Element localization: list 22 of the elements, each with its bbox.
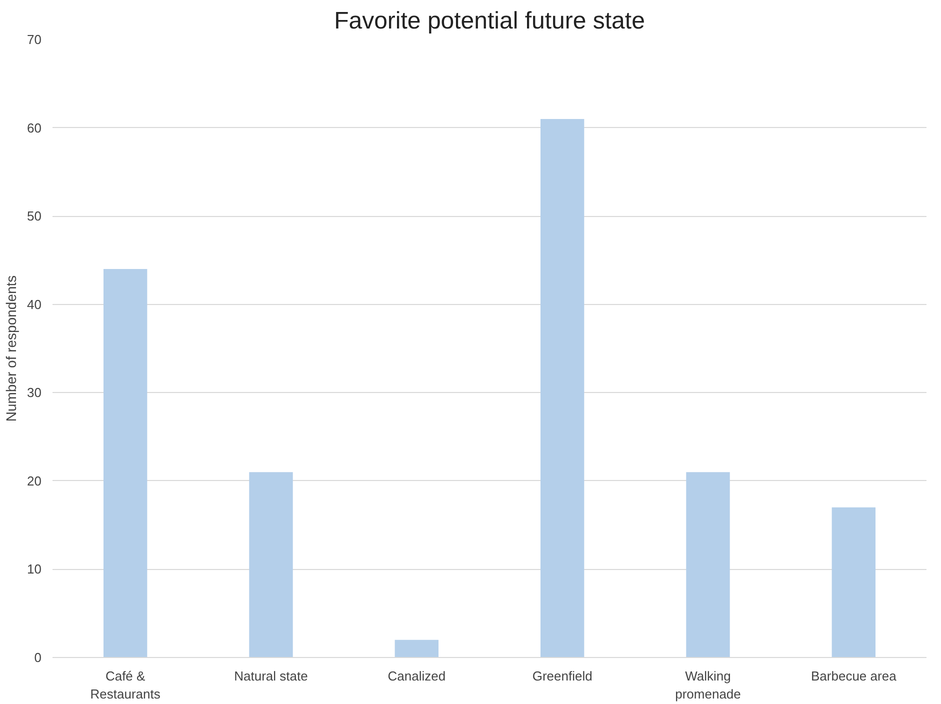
x-tick-label: Barbecue area	[811, 668, 898, 684]
y-tick-label: 50	[27, 208, 42, 224]
y-tick-label: 70	[27, 32, 42, 47]
bar	[540, 118, 584, 658]
bar	[103, 269, 148, 658]
x-tick-label: Canalized	[388, 668, 446, 684]
y-axis-title: Number of respondents	[3, 275, 20, 422]
x-tick-label: Greenfield	[532, 668, 592, 684]
bar	[686, 472, 730, 658]
x-tick-label: Natural state	[234, 668, 308, 684]
x-tick-label: Café & Restaurants	[90, 668, 161, 702]
y-tick-label: 30	[27, 385, 42, 400]
bar	[832, 507, 876, 658]
bar	[394, 640, 439, 658]
y-tick-label: 40	[27, 296, 42, 312]
y-tick-label: 60	[27, 120, 42, 136]
y-tick-label: 10	[27, 562, 42, 577]
y-tick-label: 20	[27, 473, 42, 488]
x-tick-label: Walking promenade	[675, 668, 741, 702]
y-tick-label: 0	[34, 650, 42, 665]
bar	[249, 472, 293, 658]
chart-title: Favorite potential future state	[334, 8, 645, 34]
